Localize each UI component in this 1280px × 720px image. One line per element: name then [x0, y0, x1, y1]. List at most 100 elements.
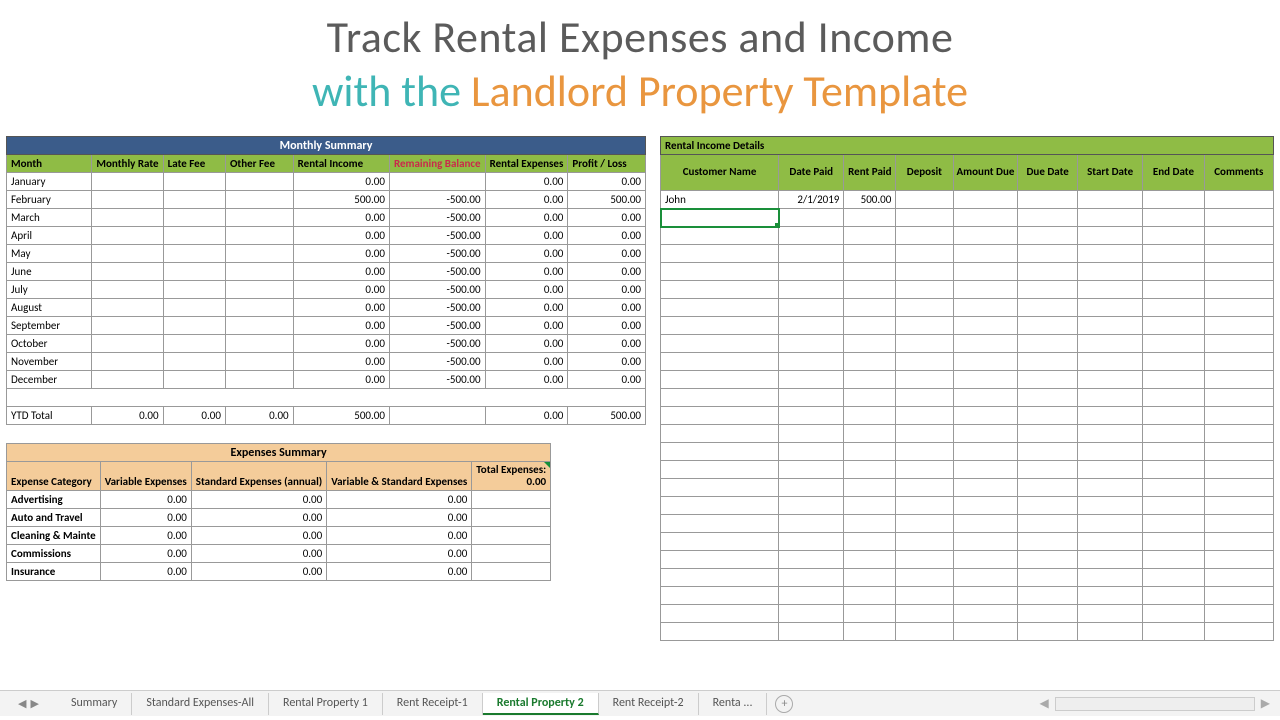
rental-header-cell[interactable]: Comments	[1204, 155, 1273, 191]
monthly-header-cell[interactable]: Month	[7, 155, 92, 173]
cell[interactable]	[779, 425, 844, 443]
cell[interactable]	[163, 191, 225, 209]
rental-row-empty[interactable]	[661, 425, 1274, 443]
cell[interactable]	[1077, 461, 1142, 479]
cell[interactable]	[1143, 461, 1204, 479]
cell[interactable]: 0.00	[568, 299, 646, 317]
cell[interactable]	[1204, 443, 1273, 461]
cell[interactable]	[1018, 497, 1077, 515]
cell[interactable]: -500.00	[389, 227, 485, 245]
cell[interactable]	[1204, 299, 1273, 317]
cell[interactable]	[953, 335, 1018, 353]
monthly-header-cell[interactable]: Profit / Loss	[568, 155, 646, 173]
cell[interactable]	[1143, 443, 1204, 461]
cell[interactable]: 0.00	[293, 227, 389, 245]
cell[interactable]	[1143, 299, 1204, 317]
rental-row-empty[interactable]	[661, 533, 1274, 551]
cell[interactable]: 0.00	[568, 209, 646, 227]
monthly-row[interactable]: August0.00-500.000.000.00	[7, 299, 646, 317]
cell[interactable]	[953, 497, 1018, 515]
cell[interactable]	[953, 191, 1018, 209]
cell[interactable]	[896, 299, 953, 317]
cell[interactable]	[844, 533, 896, 551]
cell[interactable]	[844, 227, 896, 245]
cell[interactable]	[844, 263, 896, 281]
cell[interactable]	[472, 527, 551, 545]
cell[interactable]: 0.00	[568, 173, 646, 191]
sheet-tab[interactable]: Renta ...	[699, 693, 768, 715]
cell[interactable]: 0.00	[327, 527, 472, 545]
cell[interactable]: -500.00	[389, 209, 485, 227]
rental-row-empty[interactable]	[661, 389, 1274, 407]
cell[interactable]	[779, 317, 844, 335]
cell[interactable]	[844, 569, 896, 587]
rental-row-empty[interactable]	[661, 623, 1274, 641]
cell[interactable]	[1077, 551, 1142, 569]
rental-header-cell[interactable]: Amount Due	[953, 155, 1018, 191]
cell[interactable]	[1018, 227, 1077, 245]
cell[interactable]	[661, 605, 779, 623]
cell[interactable]	[225, 173, 293, 191]
cell[interactable]	[1077, 623, 1142, 641]
rental-row-empty[interactable]	[661, 263, 1274, 281]
scroll-left-icon[interactable]: ◀	[1040, 696, 1049, 711]
cell[interactable]	[225, 371, 293, 389]
cell[interactable]	[92, 227, 163, 245]
cell[interactable]	[1143, 425, 1204, 443]
cell[interactable]	[1077, 299, 1142, 317]
rental-row-empty[interactable]	[661, 461, 1274, 479]
cell[interactable]	[844, 407, 896, 425]
cell[interactable]	[844, 605, 896, 623]
cell[interactable]	[1143, 407, 1204, 425]
cell[interactable]	[896, 263, 953, 281]
cell[interactable]	[1143, 389, 1204, 407]
cell[interactable]	[779, 587, 844, 605]
cell[interactable]	[92, 263, 163, 281]
cell[interactable]	[1018, 587, 1077, 605]
rental-row-empty[interactable]	[661, 371, 1274, 389]
cell[interactable]	[1204, 353, 1273, 371]
cell[interactable]: -500.00	[389, 353, 485, 371]
monthly-row[interactable]: February500.00-500.000.00500.00	[7, 191, 646, 209]
cell[interactable]: -500.00	[389, 371, 485, 389]
cell[interactable]	[844, 389, 896, 407]
cell[interactable]: July	[7, 281, 92, 299]
cell[interactable]	[1018, 551, 1077, 569]
cell[interactable]	[661, 281, 779, 299]
cell[interactable]	[779, 335, 844, 353]
cell[interactable]	[92, 281, 163, 299]
cell[interactable]	[389, 173, 485, 191]
cell[interactable]: 0.00	[568, 227, 646, 245]
cell[interactable]: 0.00	[485, 173, 568, 191]
monthly-row[interactable]: March0.00-500.000.000.00	[7, 209, 646, 227]
cell[interactable]	[1018, 569, 1077, 587]
cell[interactable]: -500.00	[389, 281, 485, 299]
cell[interactable]	[896, 335, 953, 353]
expense-row[interactable]: Advertising0.000.000.00	[7, 491, 551, 509]
cell[interactable]	[896, 461, 953, 479]
rental-row-empty[interactable]	[661, 227, 1274, 245]
cell[interactable]	[1204, 371, 1273, 389]
cell[interactable]: 500.00	[568, 191, 646, 209]
cell[interactable]	[661, 425, 779, 443]
cell[interactable]	[1204, 245, 1273, 263]
expense-row[interactable]: Auto and Travel0.000.000.00	[7, 509, 551, 527]
cell[interactable]	[1077, 533, 1142, 551]
cell[interactable]	[92, 353, 163, 371]
cell[interactable]	[661, 209, 779, 227]
cell[interactable]	[1077, 353, 1142, 371]
cell[interactable]	[661, 443, 779, 461]
cell[interactable]: 0.00	[485, 245, 568, 263]
rental-row-empty[interactable]	[661, 569, 1274, 587]
cell[interactable]	[1204, 605, 1273, 623]
cell[interactable]	[1018, 209, 1077, 227]
cell[interactable]	[1143, 281, 1204, 299]
rental-header-cell[interactable]: Due Date	[1018, 155, 1077, 191]
cell[interactable]	[953, 515, 1018, 533]
cell[interactable]	[1077, 191, 1142, 209]
cell[interactable]: 0.00	[293, 173, 389, 191]
ytd-cell[interactable]	[389, 407, 485, 425]
cell[interactable]: 0.00	[100, 563, 191, 581]
cell[interactable]	[225, 245, 293, 263]
ytd-cell[interactable]: 0.00	[92, 407, 163, 425]
